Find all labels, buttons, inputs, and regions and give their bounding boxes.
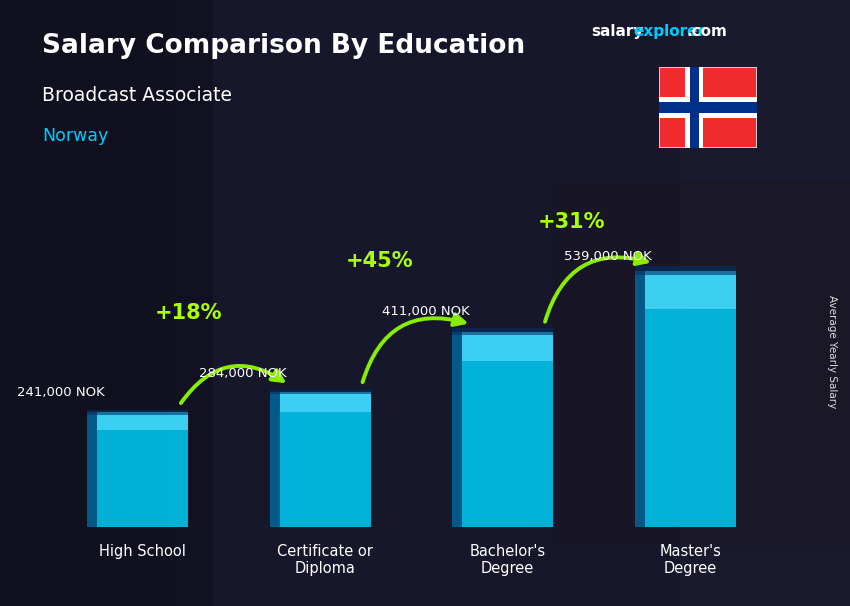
Text: .com: .com (687, 24, 728, 39)
Text: 539,000 NOK: 539,000 NOK (564, 250, 652, 263)
Bar (659, 102, 756, 113)
Text: salary: salary (591, 24, 643, 39)
FancyBboxPatch shape (0, 0, 212, 606)
Text: 241,000 NOK: 241,000 NOK (17, 385, 105, 399)
Bar (97, 413, 189, 527)
Text: +18%: +18% (155, 303, 222, 323)
Text: Salary Comparison By Education: Salary Comparison By Education (42, 33, 525, 59)
Bar (462, 331, 553, 527)
Bar (685, 67, 703, 148)
Bar (97, 413, 189, 430)
Text: 284,000 NOK: 284,000 NOK (200, 367, 287, 379)
Text: explorer: explorer (633, 24, 706, 39)
Bar (269, 390, 371, 395)
FancyBboxPatch shape (170, 0, 680, 606)
Bar (452, 328, 553, 335)
Bar (88, 410, 189, 415)
Bar (280, 392, 371, 527)
Bar (644, 270, 736, 527)
Bar (462, 331, 553, 361)
Bar (659, 96, 756, 118)
Text: +31%: +31% (538, 213, 605, 233)
Text: Average Yearly Salary: Average Yearly Salary (827, 295, 837, 408)
Bar (690, 67, 699, 148)
Text: Broadcast Associate: Broadcast Associate (42, 86, 233, 105)
Bar (88, 413, 97, 527)
Bar (634, 266, 736, 275)
Text: Norway: Norway (42, 127, 109, 145)
Text: 411,000 NOK: 411,000 NOK (382, 305, 469, 318)
Text: +45%: +45% (346, 250, 414, 271)
Bar (269, 392, 280, 527)
Bar (634, 270, 644, 527)
Bar (644, 270, 736, 309)
Bar (280, 392, 371, 412)
FancyBboxPatch shape (552, 182, 850, 545)
Bar (452, 331, 462, 527)
